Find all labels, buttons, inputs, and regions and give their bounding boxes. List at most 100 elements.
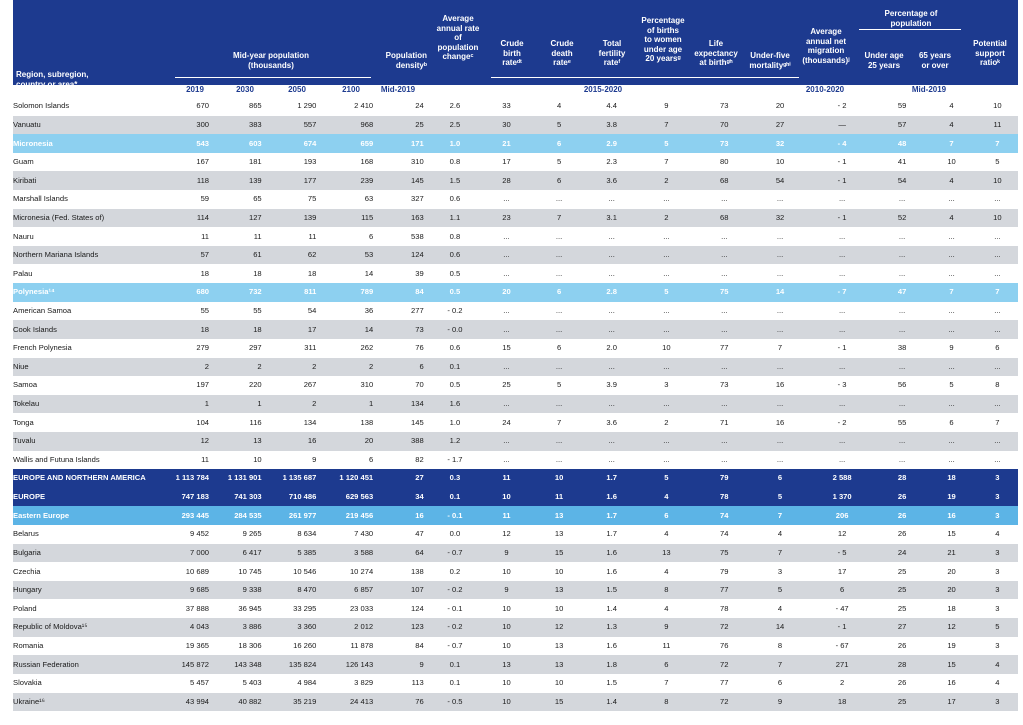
table-cell: 73	[694, 97, 754, 116]
table-cell: 5	[638, 283, 695, 302]
table-cell: 5 403	[215, 673, 268, 693]
table-cell: ...	[976, 431, 1018, 451]
table-cell: 9	[379, 655, 430, 674]
table-cell: 73	[694, 134, 754, 153]
table-cell: 123	[379, 618, 430, 637]
table-cell: 55	[877, 413, 927, 432]
table-cell: - 0.0	[429, 320, 481, 339]
table-cell: ...	[694, 227, 754, 246]
row-label: Nauru	[13, 227, 171, 246]
table-cell: ...	[877, 190, 927, 209]
table-cell: 171	[379, 134, 430, 153]
table-cell: 15	[480, 338, 533, 358]
table-cell: 25	[877, 599, 927, 619]
table-cell: 747 183	[170, 487, 216, 507]
table-cell: 3	[976, 580, 1018, 600]
table-cell: 680	[170, 283, 216, 302]
table-cell: 3 360	[267, 618, 323, 637]
table-cell: 25	[379, 115, 430, 135]
table-cell: 2	[638, 413, 695, 432]
table-cell: 811	[267, 283, 323, 302]
table-cell: 17	[480, 152, 533, 172]
table-cell: 34	[379, 487, 430, 507]
table-cell: 1 290	[267, 97, 323, 116]
table-cell: 10	[480, 673, 533, 693]
table-cell: 17	[806, 562, 878, 581]
table-cell: 15	[926, 655, 977, 674]
table-cell: 70	[694, 115, 754, 135]
table-cell: 62	[267, 245, 323, 265]
table-cell: 19	[926, 636, 977, 656]
table-cell: 4	[976, 673, 1018, 693]
table-cell: ...	[480, 264, 533, 284]
table-cell: 3	[976, 506, 1018, 526]
table-cell: 4	[638, 525, 695, 544]
table-cell: 9	[267, 450, 323, 470]
table-cell: 84	[379, 283, 430, 302]
table-row: Micronesia 543 603 674 659 171 1.0 21 6 2.9 5 73 32-…	[13, 134, 1018, 153]
table-cell: 0.1	[429, 655, 481, 674]
table-cell: 1.2	[429, 431, 481, 451]
table-cell: 4	[926, 208, 977, 228]
table-cell: 297	[215, 338, 268, 358]
table-row: French Polynesia 279 297 311 262 76 0.6 15 6 2.0 1…	[13, 338, 1018, 358]
table-cell: 55	[215, 301, 268, 321]
table-cell: 138	[322, 413, 380, 432]
table-cell: 7	[532, 208, 586, 228]
table-cell: ...	[694, 320, 754, 339]
table-cell: 20	[322, 431, 380, 451]
table-cell: 5	[926, 376, 977, 395]
table-cell: 3	[638, 376, 695, 395]
table-row: EUROPE AND NORTHERN AMERICA 1 113 784 1 13…	[13, 469, 1018, 488]
table-row: Tokelau 1 1 2 1 134 1.6.......................…	[13, 394, 1018, 414]
table-cell: 4	[753, 525, 807, 544]
table-cell: ...	[638, 431, 695, 451]
table-cell: ...	[877, 431, 927, 451]
table-row: Eastern Europe 293 445 284 535 261 977 219 4…	[13, 506, 1018, 526]
table-cell: 7 000	[170, 543, 216, 563]
table-cell: 16	[753, 376, 807, 395]
table-cell: 284 535	[215, 506, 268, 526]
year-2050: 2050	[288, 85, 306, 94]
table-cell: 2.8	[585, 283, 638, 302]
table-cell: ...	[926, 190, 977, 209]
table-cell: 2.3	[585, 152, 638, 172]
table-cell: ...	[753, 357, 807, 377]
table-cell: 24	[379, 97, 430, 116]
table-cell: 732	[215, 283, 268, 302]
table-cell: 2.0	[585, 338, 638, 358]
table-cell: ...	[532, 320, 586, 339]
table-cell: 79	[694, 469, 754, 488]
table-cell: ...	[877, 394, 927, 414]
table-row: Poland 37 888 36 945 33 295 23 033 124- 0.1 10…	[13, 599, 1018, 619]
table-cell: 9	[638, 97, 695, 116]
table-cell: 197	[170, 376, 216, 395]
table-row: Ukraine¹⁶ 43 994 40 882 35 219 24 413 76- 0.5…	[13, 692, 1018, 712]
table-cell: ...	[806, 450, 878, 470]
table-row: Samoa 197 220 267 310 70 0.5 25 5 3.9 3 73 16- 3 56 5 8	[13, 376, 1018, 395]
table-cell: 71	[694, 413, 754, 432]
table-cell: 7	[926, 283, 977, 302]
table-cell: 2 012	[322, 618, 380, 637]
table-cell: ...	[753, 320, 807, 339]
table-cell: ...	[806, 357, 878, 377]
table-cell: 116	[215, 413, 268, 432]
table-cell: ...	[694, 190, 754, 209]
table-cell: ...	[480, 301, 533, 321]
table-cell: 18	[170, 320, 216, 339]
table-cell: 7	[532, 413, 586, 432]
table-cell: 26	[877, 525, 927, 544]
table-cell: 26	[877, 673, 927, 693]
table-row: Micronesia (Fed. States of) 114 127 139 115 1…	[13, 208, 1018, 228]
table-cell: 10	[532, 469, 586, 488]
table-cell: 23	[480, 208, 533, 228]
table-cell: 7	[638, 115, 695, 135]
header-percentage-group: Percentage of population	[884, 9, 938, 28]
table-cell: 271	[806, 655, 878, 674]
table-cell: 2	[806, 673, 878, 693]
table-cell: 2	[215, 357, 268, 377]
table-cell: 9	[926, 338, 977, 358]
table-cell: 12	[532, 618, 586, 637]
table-cell: 1.4	[585, 692, 638, 712]
